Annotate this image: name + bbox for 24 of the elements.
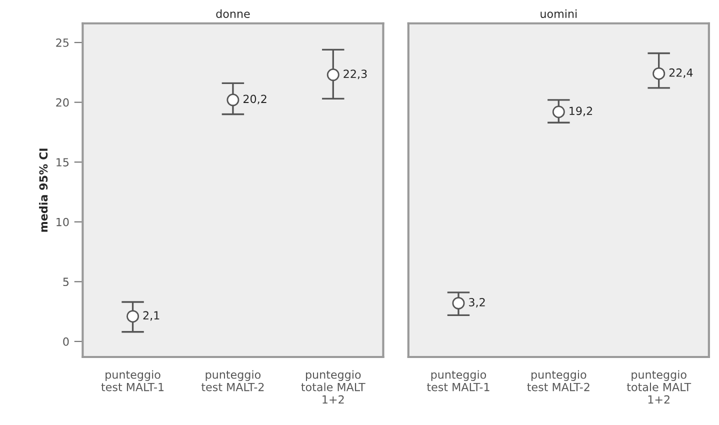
data-label: 22,4 <box>669 68 693 78</box>
x-tick-label: punteggio test MALT-2 <box>527 370 590 392</box>
chart-title: uomini <box>540 9 577 18</box>
y-tick-label: 10 <box>56 218 69 226</box>
y-tick-label: 0 <box>63 337 69 346</box>
point <box>226 94 240 106</box>
y-tick-label: 25 <box>56 38 69 47</box>
y-tick-label: 15 <box>56 158 69 166</box>
y-tick-label: 20 <box>56 98 69 107</box>
point <box>126 310 140 323</box>
data-label: 20,2 <box>243 94 266 104</box>
data-label: 3,2 <box>469 298 485 308</box>
x-tick-label: punteggio test MALT-2 <box>201 370 264 392</box>
data-label: 2,1 <box>143 311 160 321</box>
chart-title: donne <box>216 9 250 18</box>
point <box>326 68 340 82</box>
y-tick-label: 5 <box>63 278 69 286</box>
x-tick-label: punteggio test MALT-1 <box>426 370 490 392</box>
data-label: 22,3 <box>344 70 367 80</box>
x-tick-label: punteggio totale MALT 1+2 <box>301 370 366 404</box>
x-tick-label: punteggio test MALT-1 <box>101 370 164 392</box>
data-label: 19,2 <box>570 106 592 116</box>
x-tick-label: punteggio totale MALT 1+2 <box>626 370 692 404</box>
y-axis-title: media 95% CI <box>39 148 48 232</box>
